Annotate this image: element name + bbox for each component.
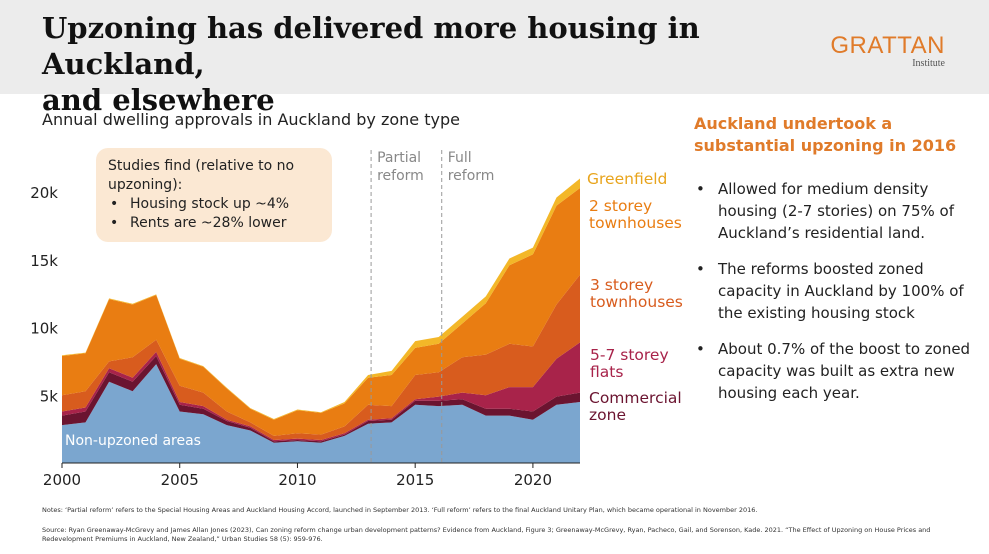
- series-label-3-storey-townhouses: townhouses: [590, 293, 683, 311]
- series-label-greenfield: Greenfield: [587, 170, 667, 188]
- series-label-commercial-zone: zone: [589, 406, 626, 424]
- callout-intro: Studies find (relative to no upzoning):: [108, 158, 295, 193]
- reform-label: reform: [448, 168, 495, 184]
- logo-wordmark: GRATTAN: [830, 32, 945, 59]
- area-2-storey-townhouses: [62, 188, 580, 436]
- reform-label: Full: [448, 150, 472, 166]
- side-bullet: The reforms boosted zoned capacity in Au…: [694, 258, 976, 324]
- page-title: Upzoning has delivered more housing in A…: [42, 10, 802, 118]
- area-non-upzoned-areas: [62, 364, 580, 463]
- reform-label: Partial: [377, 150, 421, 166]
- y-tick-label: 5k: [40, 387, 59, 405]
- callout-item: Housing stock up ~4%: [108, 195, 322, 214]
- footer-source: Source: Ryan Greenaway-McGrevy and James…: [42, 526, 931, 543]
- x-tick-label: 2010: [278, 471, 316, 489]
- callout-item: Rents are ~28% lower: [108, 214, 322, 233]
- series-label-2-storey-townhouses: townhouses: [589, 214, 682, 232]
- series-label-commercial-zone: Commercial: [589, 389, 682, 407]
- header-band: Upzoning has delivered more housing in A…: [0, 0, 989, 117]
- side-bullet: Allowed for medium density housing (2-7 …: [694, 178, 976, 244]
- reform-label: reform: [377, 168, 424, 184]
- callout-list: Housing stock up ~4% Rents are ~28% lowe…: [108, 195, 322, 233]
- footer-notes: Notes: ‘Partial reform’ refers to the Sp…: [42, 506, 758, 514]
- grattan-logo: GRATTAN Institute: [830, 32, 945, 70]
- y-tick-label: 10k: [30, 320, 58, 338]
- x-tick-label: 2015: [396, 471, 434, 489]
- title-line-1: Upzoning has delivered more housing in A…: [42, 11, 700, 81]
- studies-callout: Studies find (relative to no upzoning): …: [96, 148, 332, 242]
- logo-subtitle: Institute: [912, 58, 945, 69]
- series-label-3-storey-townhouses: 3 storey: [590, 276, 653, 294]
- area-3-storey-townhouses: [62, 274, 580, 440]
- series-label-2-storey-townhouses: 2 storey: [589, 197, 652, 215]
- series-label-non-upzoned: Non-upzoned areas: [65, 433, 201, 449]
- series-label-5-7-storey-flats: 5-7 storey: [590, 346, 669, 364]
- chart-title: Annual dwelling approvals in Auckland by…: [42, 110, 460, 129]
- side-heading: Auckland undertook a substantial upzonin…: [694, 114, 957, 155]
- x-tick-label: 2005: [161, 471, 199, 489]
- series-label-5-7-storey-flats: flats: [590, 363, 623, 381]
- side-bullet-list: Allowed for medium density housing (2-7 …: [694, 178, 976, 418]
- area-chart: 2000 2005 2010 2015 2020 5k 10k 15k 20k Partial re…: [30, 150, 683, 489]
- x-tick-label: 2000: [43, 471, 81, 489]
- y-tick-label: 15k: [30, 252, 58, 270]
- side-bullet: About 0.7% of the boost to zoned capacit…: [694, 338, 976, 404]
- y-tick-label: 20k: [30, 184, 58, 202]
- title-line-2: and elsewhere: [42, 83, 275, 117]
- x-tick-label: 2020: [514, 471, 552, 489]
